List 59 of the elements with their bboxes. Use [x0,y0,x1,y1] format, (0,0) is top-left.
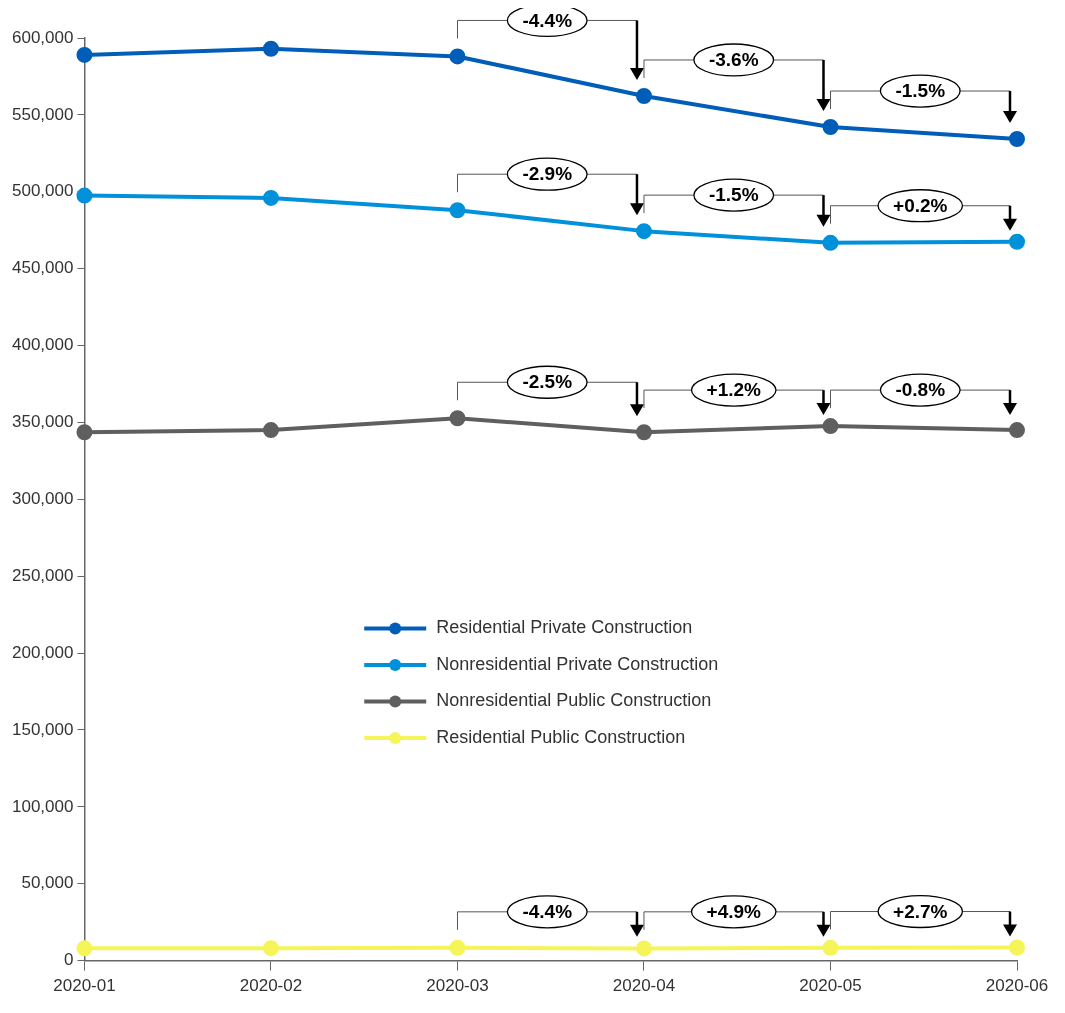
annotation: -0.8% [895,379,946,401]
x-tick-label: 2020-04 [612,976,676,996]
y-tick-label: 250,000 [12,565,74,585]
y-tick-label: 50,000 [21,873,74,893]
x-tick-label: 2020-06 [985,976,1049,996]
annotation: -1.5% [895,80,946,102]
point [822,234,839,251]
annotation: -2.5% [522,371,573,393]
y-tick-label: 100,000 [12,796,74,816]
point [262,189,279,206]
x-tick-label: 2020-03 [426,976,489,996]
annotation: -3.6% [708,49,759,71]
y-tick-label: 400,000 [12,335,74,355]
point [76,940,93,957]
y-tick-label: 150,000 [12,719,74,739]
point [635,940,652,957]
legend-label: Nonresidential Public Construction [436,690,712,711]
x-tick-label: 2020-05 [799,976,862,996]
annotation: +0.2% [893,194,948,216]
point [76,46,93,63]
point [635,87,652,104]
legend-label: Nonresidential Private Construction [436,653,719,674]
point [1009,131,1025,148]
y-tick-label: 500,000 [12,181,74,201]
y-tick-label: 450,000 [12,258,74,278]
x-tick-label: 2020-02 [239,976,303,996]
annotation: -2.9% [522,163,573,185]
annotation: +1.2% [706,379,762,401]
point [262,940,279,957]
point [449,48,466,65]
point [262,40,279,57]
point [262,422,279,439]
y-tick-label: 550,000 [12,104,74,124]
text: -4.4% [522,9,573,31]
annotation: -1.5% [708,184,759,206]
point [449,202,466,219]
point [635,223,652,240]
annotation: +4.9% [706,901,762,923]
point [822,418,839,435]
point [76,424,93,441]
legend-label: Residential Private Construction [436,617,693,638]
point [822,119,839,136]
annotation: +2.7% [893,900,948,922]
point [1009,233,1025,250]
y-tick-label: 350,000 [12,412,74,432]
legend-label: Residential Public Construction [436,726,686,747]
annotation: -4.4% [522,901,573,923]
y-tick-label: 600,000 [12,27,74,47]
point [822,939,839,956]
x-tick-label: 2020-01 [53,976,116,996]
y-tick-label: 0 [63,950,74,970]
point [449,410,466,427]
point [76,187,93,204]
point [1009,939,1025,956]
y-tick-label: 300,000 [12,488,74,508]
point [635,424,652,441]
point [1009,422,1025,439]
y-tick-label: 200,000 [12,642,74,662]
point [449,939,466,956]
